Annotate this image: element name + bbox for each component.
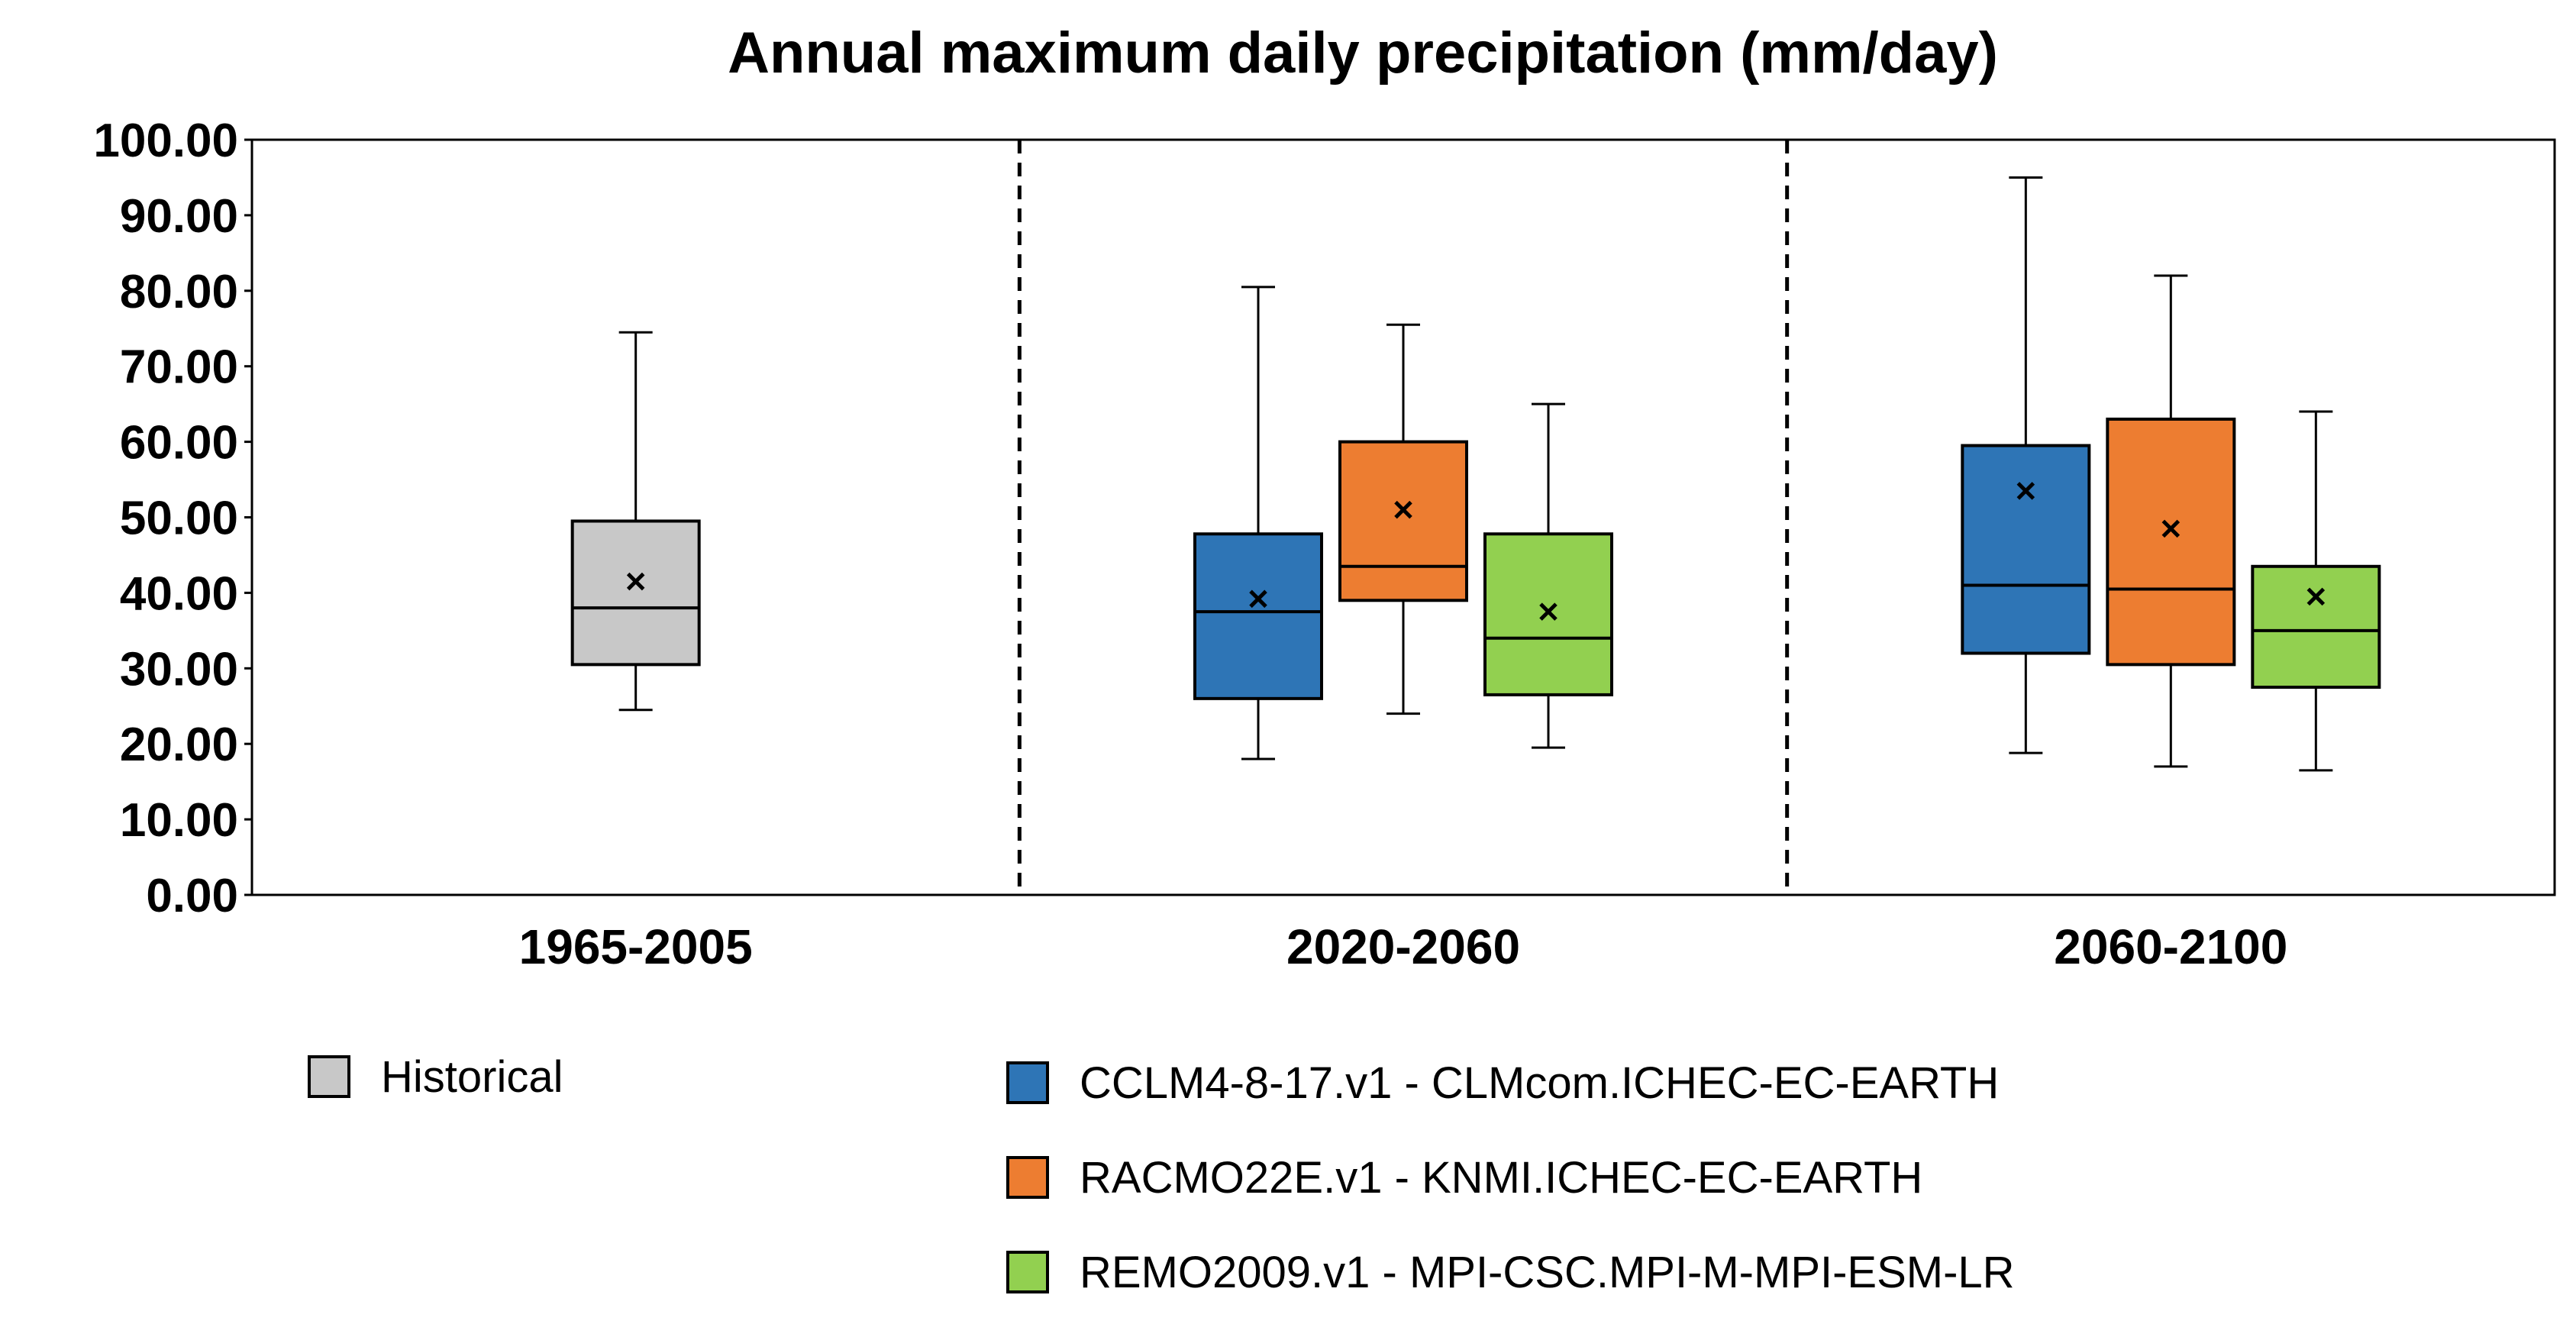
y-tick-label: 20.00 — [120, 719, 238, 771]
y-tick-label: 50.00 — [120, 492, 238, 545]
legend-entry: Historical — [308, 1052, 563, 1102]
plot-area: 0.00 10.00 20.00 30.00 40.00 50.00 60.00 70.00 8… — [93, 115, 2556, 974]
box-plot — [570, 331, 701, 712]
box-iqr — [1961, 444, 2091, 655]
y-tick-label: 10.00 — [120, 794, 238, 847]
box-iqr — [2106, 417, 2236, 667]
mean-marker — [626, 572, 645, 591]
box-plot — [1961, 176, 2091, 754]
mean-marker — [2306, 587, 2326, 606]
box-iqr — [1338, 440, 1468, 602]
chart-title: Annual maximum daily precipitation (mm/d… — [728, 21, 1998, 86]
legend-label: CCLM4-8-17.v1 - CLMcom.ICHEC-EC-EARTH — [1080, 1058, 1999, 1108]
mean-marker — [1394, 500, 1412, 519]
y-tick-label: 30.00 — [120, 643, 238, 696]
box-iqr — [2251, 564, 2381, 689]
x-tick-label: 1965-2005 — [519, 919, 753, 974]
box-plot — [2106, 274, 2236, 768]
box-plot — [1483, 402, 1613, 749]
legend: Historical CCLM4-8-17.v1 - CLMcom.ICHEC-E… — [308, 1052, 2015, 1297]
y-tick-label: 100.00 — [93, 115, 238, 167]
legend-swatch — [1006, 1061, 1049, 1104]
mean-marker — [1539, 602, 1558, 621]
mean-marker — [1249, 589, 1267, 609]
y-tick-label: 80.00 — [120, 266, 238, 318]
legend-label: Historical — [381, 1052, 563, 1102]
legend-label: RACMO22E.v1 - KNMI.ICHEC-EC-EARTH — [1080, 1153, 1922, 1203]
legend-entry: RACMO22E.v1 - KNMI.ICHEC-EC-EARTH — [1006, 1153, 1922, 1203]
box-iqr — [1193, 532, 1323, 700]
x-tick-label: 2020-2060 — [1286, 919, 1520, 974]
legend-label: REMO2009.v1 - MPI-CSC.MPI-M-MPI-ESM-LR — [1080, 1248, 2015, 1297]
legend-swatch — [308, 1055, 350, 1098]
y-tick-label: 0.00 — [146, 870, 238, 922]
mean-marker — [2016, 482, 2035, 500]
box-plot — [1193, 286, 1323, 761]
y-tick-label: 70.00 — [120, 341, 238, 394]
y-tick-label: 40.00 — [120, 567, 238, 620]
box-plot — [1338, 323, 1468, 715]
y-tick-label: 90.00 — [120, 190, 238, 243]
legend-entry: CCLM4-8-17.v1 - CLMcom.ICHEC-EC-EARTH — [1006, 1058, 1999, 1108]
mean-marker — [2161, 519, 2181, 538]
legend-swatch — [1006, 1156, 1049, 1199]
y-tick-label: 60.00 — [120, 417, 238, 470]
box-iqr — [570, 519, 701, 667]
legend-entry: REMO2009.v1 - MPI-CSC.MPI-M-MPI-ESM-LR — [1006, 1248, 2015, 1297]
box-plot — [2251, 410, 2381, 772]
legend-swatch — [1006, 1251, 1049, 1293]
x-tick-label: 2060-2100 — [2054, 919, 2287, 974]
